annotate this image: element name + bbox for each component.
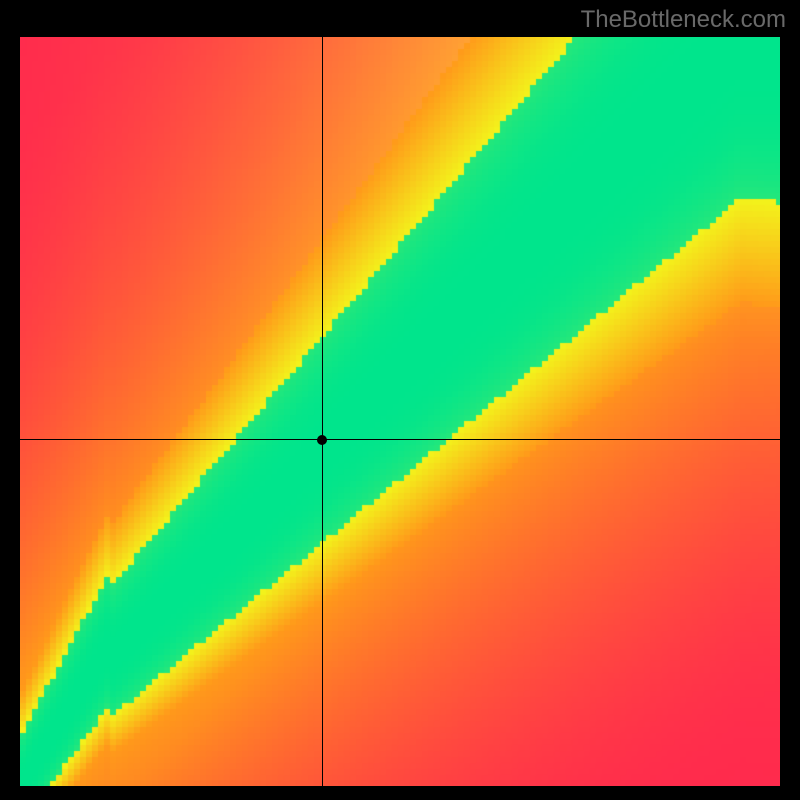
chart-container: TheBottleneck.com <box>0 0 800 800</box>
crosshair-horizontal <box>20 439 780 440</box>
crosshair-vertical <box>322 37 323 786</box>
watermark-text: TheBottleneck.com <box>581 6 786 34</box>
crosshair-point <box>317 435 327 445</box>
heatmap-plot-area <box>20 37 780 786</box>
heatmap-canvas <box>20 37 780 786</box>
